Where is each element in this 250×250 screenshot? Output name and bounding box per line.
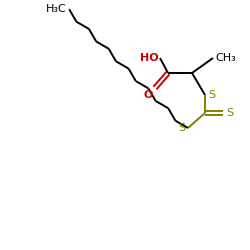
Text: H₃C: H₃C <box>46 4 66 14</box>
Text: HO: HO <box>140 53 159 63</box>
Text: CH₃: CH₃ <box>215 53 236 63</box>
Text: S: S <box>226 108 233 118</box>
Text: S: S <box>208 90 215 100</box>
Text: O: O <box>144 90 153 100</box>
Text: S: S <box>178 123 185 133</box>
